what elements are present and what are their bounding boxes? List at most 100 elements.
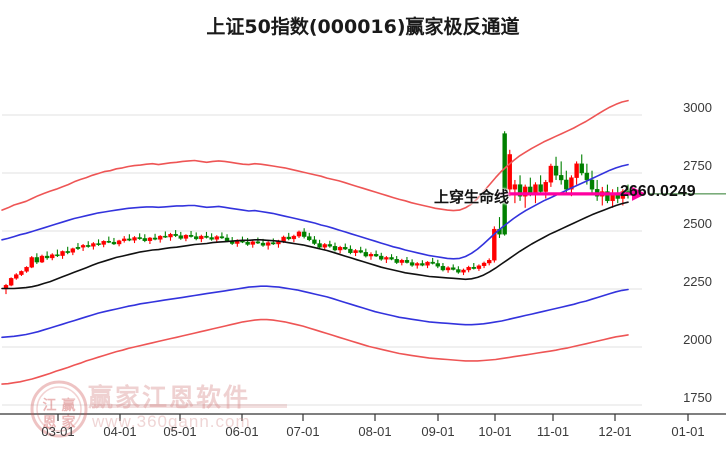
candle-body — [569, 177, 574, 190]
candle-body — [19, 271, 24, 275]
candle-body — [553, 165, 559, 176]
candle-body — [291, 235, 297, 240]
candle-body — [50, 254, 55, 259]
candle-body — [476, 265, 482, 269]
watermark-seal: 江 赢 恩 家 — [30, 380, 88, 438]
candle-body — [183, 234, 189, 239]
candle-body — [466, 266, 471, 271]
y-axis-tick-label: 1750 — [683, 390, 712, 405]
candle-body — [337, 247, 343, 251]
candle-body — [101, 241, 106, 245]
candle-body — [14, 274, 19, 279]
candle-body — [389, 257, 394, 260]
x-axis-tick-label: 08-01 — [358, 424, 392, 439]
candle-body — [296, 231, 302, 237]
y-axis-tick-label: 2000 — [683, 332, 712, 347]
band-line — [1, 99, 629, 212]
candle-body — [137, 237, 142, 239]
x-axis-tick-label: 12-01 — [598, 424, 632, 439]
candle-body — [281, 236, 286, 242]
candle-body — [461, 269, 466, 273]
candle-body — [60, 251, 65, 256]
band-line — [1, 201, 629, 290]
page-title: 上证50指数(000016)赢家极反通道 — [206, 16, 520, 38]
candle-body — [55, 254, 60, 257]
candle-body — [487, 260, 492, 264]
candle-body — [353, 250, 358, 254]
candle-body — [507, 154, 512, 190]
candle-body — [332, 246, 338, 251]
candle-body — [348, 248, 353, 254]
candle-body — [301, 231, 307, 237]
candle-body — [517, 184, 523, 197]
candle-body — [579, 163, 584, 174]
candle-body — [502, 133, 507, 235]
candle-body — [605, 191, 610, 202]
x-axis-tick-label: 10-01 — [478, 424, 512, 439]
candle-body — [420, 263, 425, 266]
x-axis-tick-label: 05-01 — [163, 424, 197, 439]
band-line — [1, 285, 629, 339]
x-axis-tick-label: 01-01 — [671, 424, 705, 439]
candle-body — [265, 242, 271, 246]
x-axis-tick-label: 09-01 — [421, 424, 455, 439]
x-axis-tick-label: 07-01 — [286, 424, 320, 439]
seal-char-3: 恩 — [42, 415, 57, 431]
candle-body — [548, 165, 554, 183]
y-axis-tick-label: 2250 — [683, 274, 712, 289]
x-axis-tick-label: 03-01 — [41, 424, 75, 439]
candle-body — [65, 251, 70, 253]
candle-body — [106, 241, 112, 243]
candle-body — [29, 257, 34, 268]
candle-body — [86, 245, 91, 247]
candle-body — [224, 237, 230, 241]
seal-char-1: 江 — [42, 398, 57, 414]
candle-body — [435, 263, 441, 267]
candle-body — [471, 266, 476, 269]
seal-char-2: 赢 — [61, 398, 76, 414]
candle-body — [214, 236, 219, 240]
candle-body — [327, 244, 333, 247]
candle-body — [373, 253, 379, 257]
candle-body — [199, 235, 204, 240]
candle-body — [209, 237, 214, 240]
candle-body — [368, 253, 374, 257]
candle-body — [574, 163, 579, 178]
candle-body — [260, 242, 266, 246]
candle-body — [394, 259, 399, 263]
candle-body — [34, 257, 40, 263]
candle-body — [8, 278, 14, 286]
candle-body — [245, 241, 250, 245]
candle-body — [589, 179, 595, 190]
price-marker-arrow-icon — [632, 186, 646, 201]
candle-body — [286, 236, 291, 240]
candle-body — [44, 255, 50, 259]
y-axis-tick-label: 2500 — [683, 216, 712, 231]
candle-body — [409, 262, 415, 266]
candle-body — [142, 238, 147, 241]
candle-body — [312, 239, 317, 244]
candle-body — [80, 245, 86, 248]
candle-body — [564, 179, 569, 190]
x-axis-tick-label: 11-01 — [536, 424, 570, 439]
candle-body — [456, 269, 461, 273]
candle-body — [91, 243, 96, 247]
candle-body — [255, 241, 261, 244]
candle-body — [440, 266, 446, 271]
candle-body — [188, 234, 194, 237]
candle-body — [451, 267, 456, 270]
candle-body — [152, 237, 158, 240]
candle-body — [322, 244, 327, 248]
candle-body — [317, 243, 322, 248]
x-axis-tick-label: 04-01 — [103, 424, 137, 439]
candle-body — [307, 236, 312, 241]
candle-body — [363, 252, 369, 257]
candle-body — [271, 242, 276, 245]
candle-body — [358, 250, 363, 253]
candle-body — [127, 238, 132, 241]
candle-body — [39, 255, 45, 263]
candle-body — [116, 240, 122, 245]
seal-circle-icon — [30, 380, 88, 438]
candle-body — [492, 228, 497, 261]
